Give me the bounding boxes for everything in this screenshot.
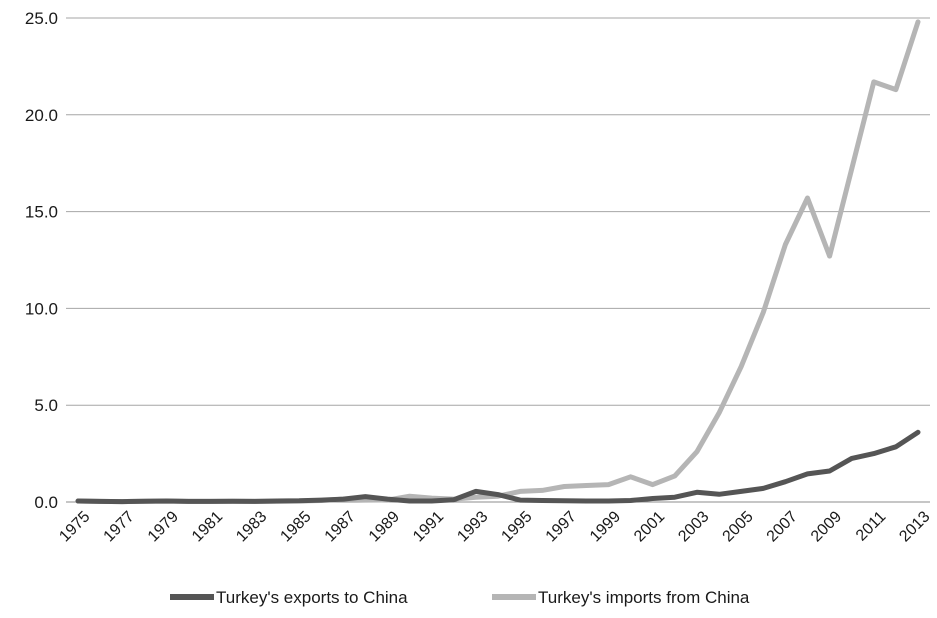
x-tick-label: 2005 — [720, 508, 757, 545]
x-tick-label: 1985 — [277, 508, 314, 545]
x-tick-label: 1983 — [233, 508, 270, 545]
x-tick-label: 2009 — [808, 508, 845, 545]
series-lines — [75, 19, 921, 505]
x-tick-label: 1991 — [410, 508, 447, 545]
x-tick-label: 1997 — [543, 508, 580, 545]
x-tick-label: 1999 — [587, 508, 624, 545]
y-tick-label: 25.0 — [25, 9, 58, 28]
x-tick-label: 1989 — [366, 508, 403, 545]
x-tick-label: 2007 — [764, 508, 801, 545]
series-line-imports — [75, 19, 921, 505]
x-tick-label: 2003 — [675, 508, 712, 545]
series-line-exports — [75, 429, 921, 505]
x-tick-label: 1975 — [56, 508, 93, 545]
x-tick-label: 2011 — [853, 508, 889, 544]
y-tick-label: 15.0 — [25, 203, 58, 222]
x-tick-label: 1977 — [101, 508, 138, 545]
x-tick-label: 2001 — [631, 508, 668, 545]
x-tick-label: 1981 — [189, 508, 226, 545]
y-tick-label: 20.0 — [25, 106, 58, 125]
x-axis: 1975 1977 1979 1981 1983 1985 1987 1989 1991 1993… — [56, 508, 933, 545]
x-tick-label: 1993 — [454, 508, 491, 545]
y-tick-label: 0.0 — [34, 493, 58, 512]
x-tick-label: 1987 — [322, 508, 359, 545]
x-tick-label: 1995 — [498, 508, 535, 545]
legend-label-imports: Turkey's imports from China — [538, 588, 750, 607]
y-tick-label: 5.0 — [34, 396, 58, 415]
gridlines — [66, 17, 930, 503]
x-tick-label: 1979 — [145, 508, 182, 545]
y-axis: 0.0 5.0 10.0 15.0 20.0 25.0 — [25, 9, 58, 512]
y-tick-label: 10.0 — [25, 299, 58, 318]
legend: Turkey's exports to China Turkey's import… — [170, 588, 750, 607]
x-tick-label: 2013 — [896, 508, 933, 545]
legend-label-exports: Turkey's exports to China — [216, 588, 408, 607]
